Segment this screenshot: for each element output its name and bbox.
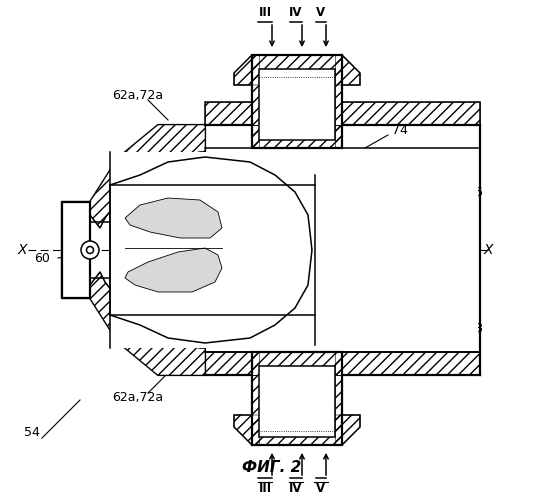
Bar bbox=[110, 152, 478, 348]
Bar bbox=[335, 55, 342, 148]
Text: 60: 60 bbox=[34, 252, 50, 264]
Bar bbox=[205, 102, 480, 125]
Bar bbox=[205, 352, 480, 375]
Polygon shape bbox=[125, 198, 222, 238]
Bar bbox=[335, 352, 342, 445]
Bar bbox=[252, 55, 259, 148]
Bar bbox=[259, 366, 335, 437]
Text: 58: 58 bbox=[467, 322, 483, 334]
Bar bbox=[252, 352, 342, 445]
Text: V: V bbox=[317, 6, 326, 18]
Bar bbox=[62, 202, 90, 298]
Polygon shape bbox=[234, 415, 360, 445]
Polygon shape bbox=[62, 272, 205, 375]
Text: 72: 72 bbox=[276, 286, 292, 300]
Text: V: V bbox=[317, 482, 326, 494]
Polygon shape bbox=[110, 157, 312, 343]
Bar bbox=[205, 352, 480, 375]
Text: III: III bbox=[258, 482, 272, 494]
Circle shape bbox=[81, 241, 99, 259]
Bar bbox=[259, 69, 335, 140]
Text: III: III bbox=[258, 6, 272, 18]
Bar bbox=[205, 102, 480, 125]
Text: 54: 54 bbox=[24, 426, 40, 438]
Polygon shape bbox=[234, 55, 360, 85]
Text: X: X bbox=[17, 243, 27, 257]
Text: 76: 76 bbox=[358, 206, 374, 218]
Text: 74: 74 bbox=[392, 124, 408, 136]
Circle shape bbox=[86, 246, 93, 254]
Text: 62a,72a: 62a,72a bbox=[112, 88, 163, 102]
Text: ФИГ. 2: ФИГ. 2 bbox=[242, 460, 301, 475]
Polygon shape bbox=[125, 248, 222, 292]
Polygon shape bbox=[62, 125, 205, 228]
Polygon shape bbox=[62, 125, 205, 375]
Text: IV: IV bbox=[289, 6, 303, 18]
Bar bbox=[252, 352, 259, 445]
Text: X: X bbox=[483, 243, 493, 257]
Text: 62a,72a: 62a,72a bbox=[112, 390, 163, 404]
Text: 62: 62 bbox=[246, 286, 262, 300]
Text: 56: 56 bbox=[467, 186, 483, 198]
Text: IV: IV bbox=[289, 482, 303, 494]
Text: 66: 66 bbox=[240, 234, 256, 246]
Bar bbox=[252, 55, 342, 148]
